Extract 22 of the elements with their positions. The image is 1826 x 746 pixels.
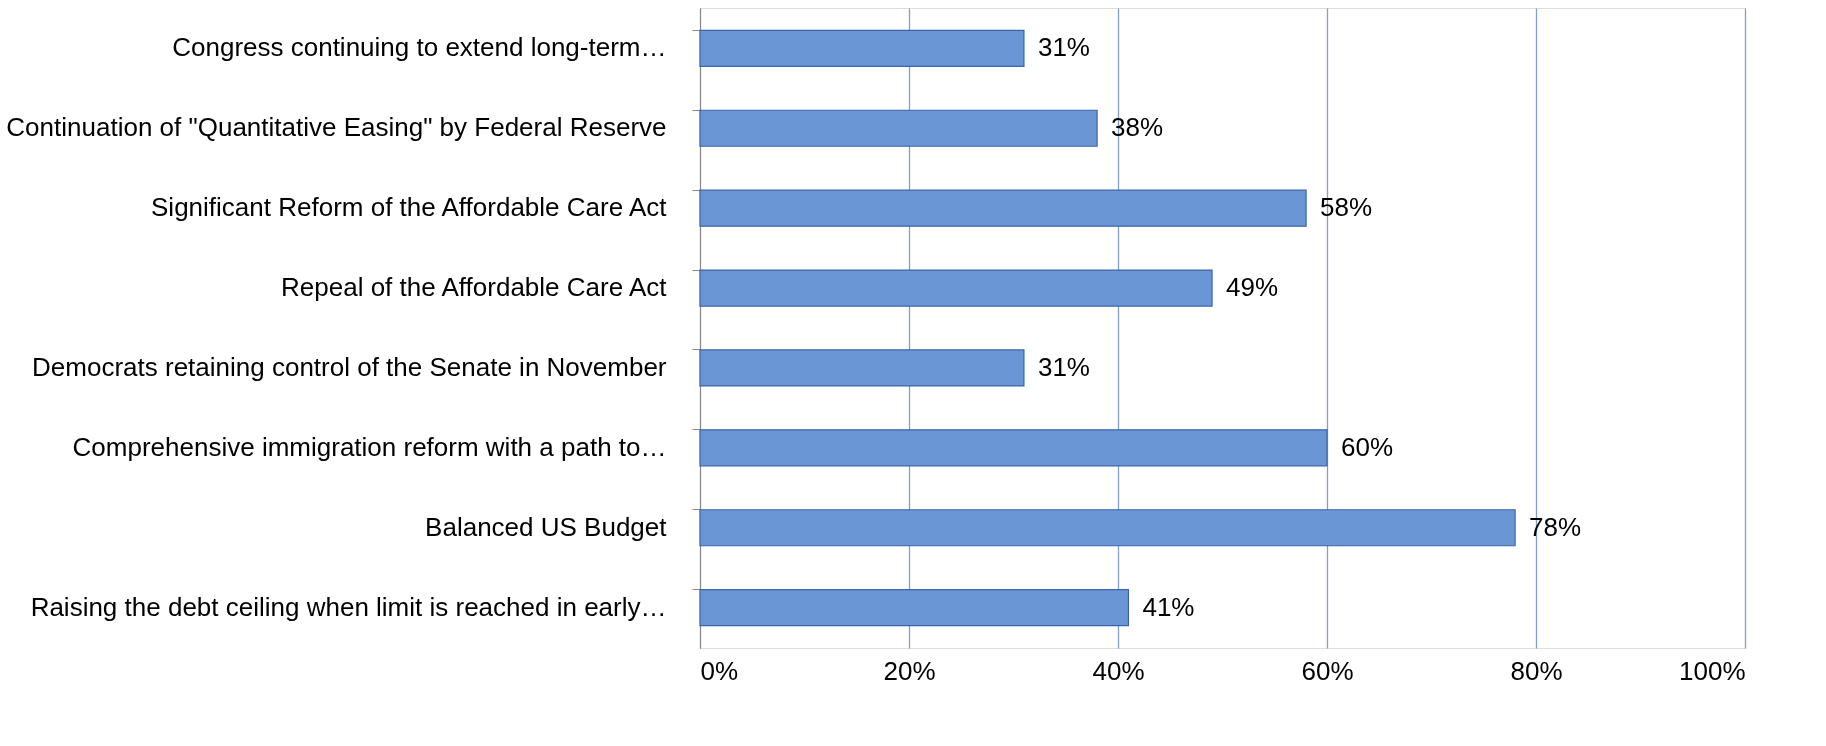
y-tick-label: Raising the debt ceiling when limit is reached in early… <box>30 591 667 622</box>
data-label: 31% <box>1037 351 1090 382</box>
y-tick-label: Continuation of "Quantitative Easing" by Federal Reserve <box>6 112 667 143</box>
y-tick-label: Congress continuing to extend long-term… <box>172 32 667 63</box>
x-tick-label: 100% <box>1679 655 1746 686</box>
data-label: 49% <box>1226 272 1279 303</box>
x-tick-label: 0% <box>700 655 739 686</box>
data-label: 31% <box>1037 32 1090 63</box>
data-label: 41% <box>1142 591 1195 622</box>
x-tick-label: 60% <box>1301 655 1354 686</box>
y-tick-label: Comprehensive immigration reform with a path to… <box>72 431 667 462</box>
y-tick-label: Balanced US Budget <box>425 511 668 542</box>
x-tick-label: 40% <box>1092 655 1145 686</box>
data-label: 58% <box>1320 192 1373 223</box>
x-tick-label: 80% <box>1510 655 1563 686</box>
data-label: 60% <box>1341 431 1394 462</box>
data-label: 38% <box>1111 112 1164 143</box>
x-tick-label: 20% <box>883 655 936 686</box>
y-tick-label: Significant Reform of the Affordable Care Act <box>151 192 668 223</box>
data-label: 78% <box>1529 511 1582 542</box>
y-tick-label: Democrats retaining control of the Senate in November <box>32 351 667 382</box>
y-tick-label: Repeal of the Affordable Care Act <box>281 272 668 303</box>
